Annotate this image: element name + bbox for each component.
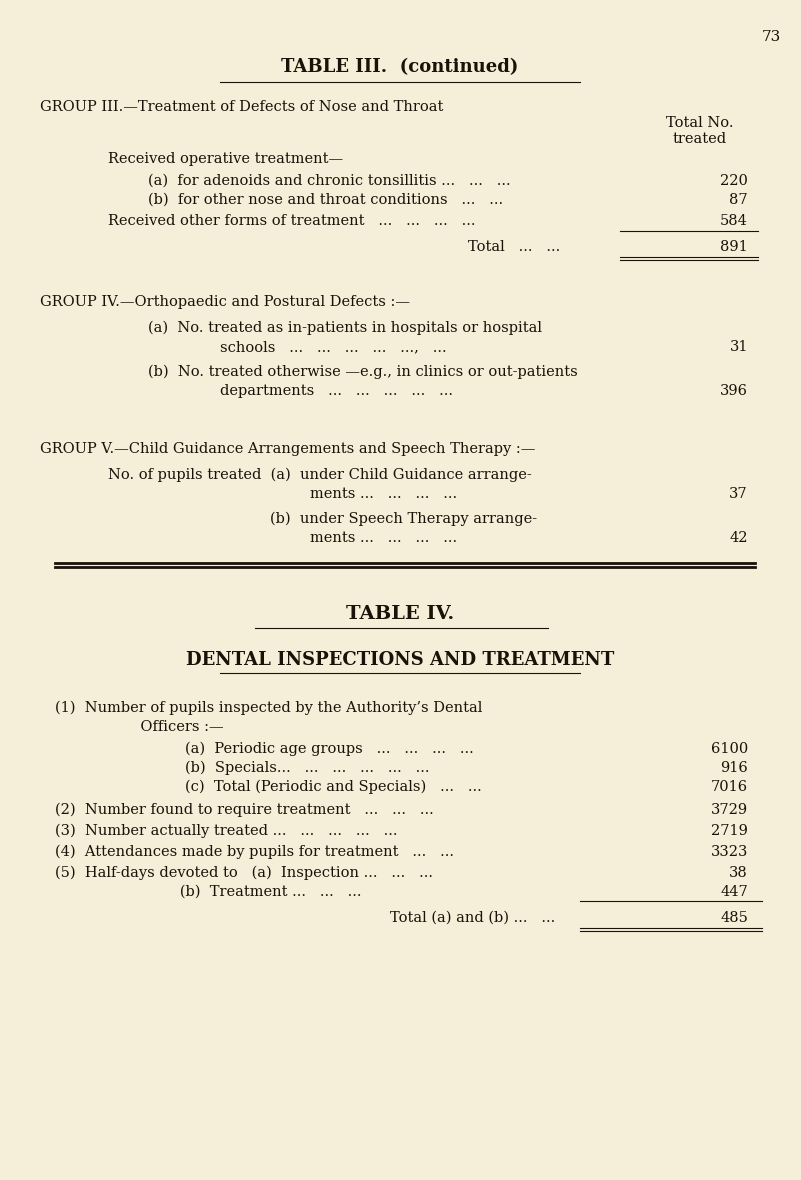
Text: Total No.: Total No. — [666, 116, 734, 130]
Text: (c)  Total (Periodic and Specials)   ...   ...: (c) Total (Periodic and Specials) ... ..… — [185, 780, 481, 794]
Text: Total (a) and (b) ...   ...: Total (a) and (b) ... ... — [390, 911, 555, 925]
Text: 31: 31 — [730, 340, 748, 354]
Text: 485: 485 — [720, 911, 748, 925]
Text: TABLE IV.: TABLE IV. — [346, 605, 454, 623]
Text: 87: 87 — [730, 194, 748, 206]
Text: GROUP IV.—Orthopaedic and Postural Defects :—: GROUP IV.—Orthopaedic and Postural Defec… — [40, 295, 410, 309]
Text: (a)  Periodic age groups   ...   ...   ...   ...: (a) Periodic age groups ... ... ... ... — [185, 742, 473, 756]
Text: 73: 73 — [762, 30, 781, 44]
Text: (5)  Half-days devoted to   (a)  Inspection ...   ...   ...: (5) Half-days devoted to (a) Inspection … — [55, 866, 433, 880]
Text: (b)  under Speech Therapy arrange-: (b) under Speech Therapy arrange- — [270, 512, 537, 526]
Text: departments   ...   ...   ...   ...   ...: departments ... ... ... ... ... — [220, 384, 453, 398]
Text: 2719: 2719 — [711, 824, 748, 838]
Text: 891: 891 — [720, 240, 748, 254]
Text: 7016: 7016 — [710, 780, 748, 794]
Text: 220: 220 — [720, 173, 748, 188]
Text: (a)  No. treated as in-patients in hospitals or hospital: (a) No. treated as in-patients in hospit… — [148, 321, 542, 335]
Text: Officers :—: Officers :— — [108, 720, 223, 734]
Text: treated: treated — [673, 132, 727, 146]
Text: GROUP V.—Child Guidance Arrangements and Speech Therapy :—: GROUP V.—Child Guidance Arrangements and… — [40, 442, 535, 455]
Text: 6100: 6100 — [710, 742, 748, 756]
Text: DENTAL INSPECTIONS AND TREATMENT: DENTAL INSPECTIONS AND TREATMENT — [186, 651, 614, 669]
Text: schools   ...   ...   ...   ...   ...,   ...: schools ... ... ... ... ..., ... — [220, 340, 447, 354]
Text: (b)  for other nose and throat conditions   ...   ...: (b) for other nose and throat conditions… — [148, 194, 503, 206]
Text: (b)  Treatment ...   ...   ...: (b) Treatment ... ... ... — [55, 885, 361, 899]
Text: 396: 396 — [720, 384, 748, 398]
Text: GROUP III.—Treatment of Defects of Nose and Throat: GROUP III.—Treatment of Defects of Nose … — [40, 100, 444, 114]
Text: 916: 916 — [720, 761, 748, 775]
Text: 447: 447 — [720, 885, 748, 899]
Text: (a)  for adenoids and chronic tonsillitis ...   ...   ...: (a) for adenoids and chronic tonsillitis… — [148, 173, 510, 188]
Text: TABLE III.  (continued): TABLE III. (continued) — [281, 58, 519, 76]
Text: Total   ...   ...: Total ... ... — [468, 240, 560, 254]
Text: (3)  Number actually treated ...   ...   ...   ...   ...: (3) Number actually treated ... ... ... … — [55, 824, 397, 839]
Text: Received other forms of treatment   ...   ...   ...   ...: Received other forms of treatment ... ..… — [108, 214, 476, 228]
Text: No. of pupils treated  (a)  under Child Guidance arrange-: No. of pupils treated (a) under Child Gu… — [108, 468, 532, 483]
Text: 584: 584 — [720, 214, 748, 228]
Text: (4)  Attendances made by pupils for treatment   ...   ...: (4) Attendances made by pupils for treat… — [55, 845, 454, 859]
Text: ments ...   ...   ...   ...: ments ... ... ... ... — [310, 531, 457, 545]
Text: Received operative treatment—: Received operative treatment— — [108, 152, 343, 166]
Text: 42: 42 — [730, 531, 748, 545]
Text: 38: 38 — [729, 866, 748, 880]
Text: (b)  Specials...   ...   ...   ...   ...   ...: (b) Specials... ... ... ... ... ... — [185, 761, 429, 775]
Text: ments ...   ...   ...   ...: ments ... ... ... ... — [310, 487, 457, 502]
Text: (2)  Number found to require treatment   ...   ...   ...: (2) Number found to require treatment ..… — [55, 804, 434, 818]
Text: 3323: 3323 — [710, 845, 748, 859]
Text: (b)  No. treated otherwise —e.g., in clinics or out-patients: (b) No. treated otherwise —e.g., in clin… — [148, 365, 578, 380]
Text: 37: 37 — [730, 487, 748, 502]
Text: (1)  Number of pupils inspected by the Authority’s Dental: (1) Number of pupils inspected by the Au… — [55, 701, 482, 715]
Text: 3729: 3729 — [710, 804, 748, 817]
